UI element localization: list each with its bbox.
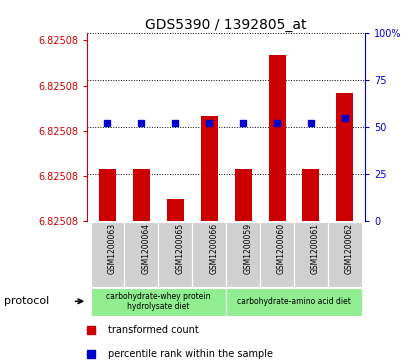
FancyBboxPatch shape	[328, 223, 362, 287]
FancyBboxPatch shape	[90, 288, 226, 316]
FancyBboxPatch shape	[159, 223, 192, 287]
Bar	[269, 55, 286, 221]
Bar	[133, 168, 150, 221]
Text: GSM1200066: GSM1200066	[209, 223, 218, 274]
Title: GDS5390 / 1392805_at: GDS5390 / 1392805_at	[145, 18, 307, 32]
Bar	[303, 168, 320, 221]
FancyBboxPatch shape	[226, 223, 260, 287]
Bar	[99, 168, 116, 221]
FancyBboxPatch shape	[294, 223, 328, 287]
Text: GSM1200064: GSM1200064	[142, 223, 150, 274]
Text: GSM1200062: GSM1200062	[345, 223, 354, 274]
Bar	[234, 168, 251, 221]
Text: percentile rank within the sample: percentile rank within the sample	[108, 348, 273, 359]
Bar	[167, 199, 184, 221]
Text: GSM1200063: GSM1200063	[107, 223, 117, 274]
FancyBboxPatch shape	[192, 223, 226, 287]
FancyBboxPatch shape	[226, 288, 362, 316]
Bar	[337, 93, 353, 221]
Text: GSM1200061: GSM1200061	[311, 223, 320, 274]
FancyBboxPatch shape	[260, 223, 294, 287]
Text: GSM1200060: GSM1200060	[277, 223, 286, 274]
Text: GSM1200059: GSM1200059	[243, 223, 252, 274]
FancyBboxPatch shape	[124, 223, 159, 287]
Bar	[201, 116, 218, 221]
Text: carbohydrate-whey protein
hydrolysate diet: carbohydrate-whey protein hydrolysate di…	[106, 291, 210, 311]
Text: GSM1200065: GSM1200065	[175, 223, 184, 274]
Text: protocol: protocol	[4, 296, 49, 306]
FancyBboxPatch shape	[90, 223, 124, 287]
Text: transformed count: transformed count	[108, 325, 199, 335]
Text: carbohydrate-amino acid diet: carbohydrate-amino acid diet	[237, 297, 351, 306]
